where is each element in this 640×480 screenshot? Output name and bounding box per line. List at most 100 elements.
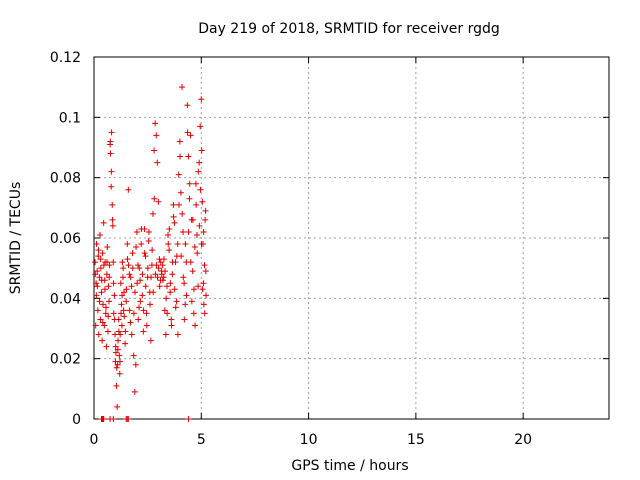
y-tick-label: 0.1: [59, 110, 81, 126]
data-point: [190, 310, 197, 317]
data-point: [185, 153, 192, 160]
data-point: [134, 262, 141, 269]
data-point: [153, 262, 160, 269]
data-point: [196, 222, 203, 229]
data-point: [120, 307, 127, 314]
data-point: [95, 331, 102, 338]
data-point: [177, 153, 184, 160]
data-point: [171, 219, 178, 226]
data-point: [138, 241, 145, 248]
data-point: [128, 331, 135, 338]
data-point: [139, 292, 146, 299]
x-tick-label: 10: [300, 432, 318, 448]
data-point: [140, 307, 147, 314]
data-point: [143, 310, 150, 317]
data-point: [172, 304, 179, 311]
data-point: [95, 253, 102, 260]
data-point: [160, 256, 167, 263]
data-point: [168, 316, 175, 323]
data-point: [175, 171, 182, 178]
data-point: [93, 292, 100, 299]
data-point: [199, 198, 206, 205]
data-point: [147, 301, 154, 308]
data-point: [180, 274, 187, 281]
data-point: [181, 316, 188, 323]
data-point: [182, 241, 189, 248]
data-point: [97, 231, 104, 238]
data-point: [200, 301, 207, 308]
data-point: [99, 337, 106, 344]
data-point: [138, 225, 145, 232]
data-point: [111, 316, 118, 323]
data-point: [148, 274, 155, 281]
data-point: [154, 274, 161, 281]
data-point: [164, 310, 171, 317]
data-point: [196, 159, 203, 166]
y-tick-label: 0.04: [50, 291, 81, 307]
data-point: [184, 102, 191, 109]
data-point: [160, 274, 167, 281]
data-point: [102, 310, 109, 317]
data-point: [110, 416, 117, 422]
data-point: [92, 271, 99, 278]
data-point: [190, 286, 197, 293]
data-point: [100, 219, 107, 226]
data-point: [99, 319, 106, 326]
data-point: [178, 84, 185, 91]
data-point: [104, 328, 111, 335]
data-point: [103, 304, 110, 311]
data-point: [167, 280, 174, 287]
y-tick-label: 0.12: [50, 50, 81, 66]
data-point: [92, 259, 99, 266]
data-point: [161, 307, 168, 314]
data-point: [202, 216, 209, 223]
data-point: [114, 403, 121, 410]
data-point: [118, 301, 125, 308]
data-point: [103, 343, 110, 350]
data-point: [201, 262, 208, 269]
data-point: [112, 331, 119, 338]
data-point: [111, 292, 118, 299]
data-point: [124, 241, 131, 248]
data-point: [197, 186, 204, 193]
data-point: [106, 262, 113, 269]
x-axis-label: GPS time / hours: [291, 458, 408, 474]
data-point: [105, 313, 112, 320]
y-axis-label: SRMTID / TECUs: [8, 182, 24, 295]
axis-ticks: [93, 56, 609, 420]
data-point: [165, 241, 172, 248]
data-point: [100, 301, 107, 308]
data-point: [152, 120, 159, 127]
data-point: [202, 207, 209, 214]
data-point: [195, 283, 202, 290]
data-point: [108, 129, 115, 136]
data-point: [128, 283, 135, 290]
data-point: [135, 316, 142, 323]
data-point: [132, 361, 139, 368]
data-point: [137, 277, 144, 284]
data-point: [96, 298, 103, 305]
data-point: [177, 189, 184, 196]
data-point: [99, 250, 106, 257]
data-point: [104, 244, 111, 251]
data-point: [185, 416, 192, 422]
data-point: [121, 313, 128, 320]
data-point: [167, 289, 174, 296]
data-point: [101, 322, 108, 329]
x-tick-label: 0: [90, 432, 99, 448]
data-point: [165, 231, 172, 238]
data-point: [117, 280, 124, 287]
data-point: [110, 280, 117, 287]
data-point: [122, 340, 129, 347]
data-point: [173, 298, 180, 305]
data-point: [127, 319, 134, 326]
data-point: [124, 256, 131, 263]
data-point: [188, 298, 195, 305]
data-point: [194, 250, 201, 257]
data-point: [116, 358, 123, 365]
data-point: [150, 210, 157, 217]
data-point: [106, 298, 113, 305]
data-point: [115, 337, 122, 344]
data-point: [142, 283, 149, 290]
data-point: [109, 216, 116, 223]
